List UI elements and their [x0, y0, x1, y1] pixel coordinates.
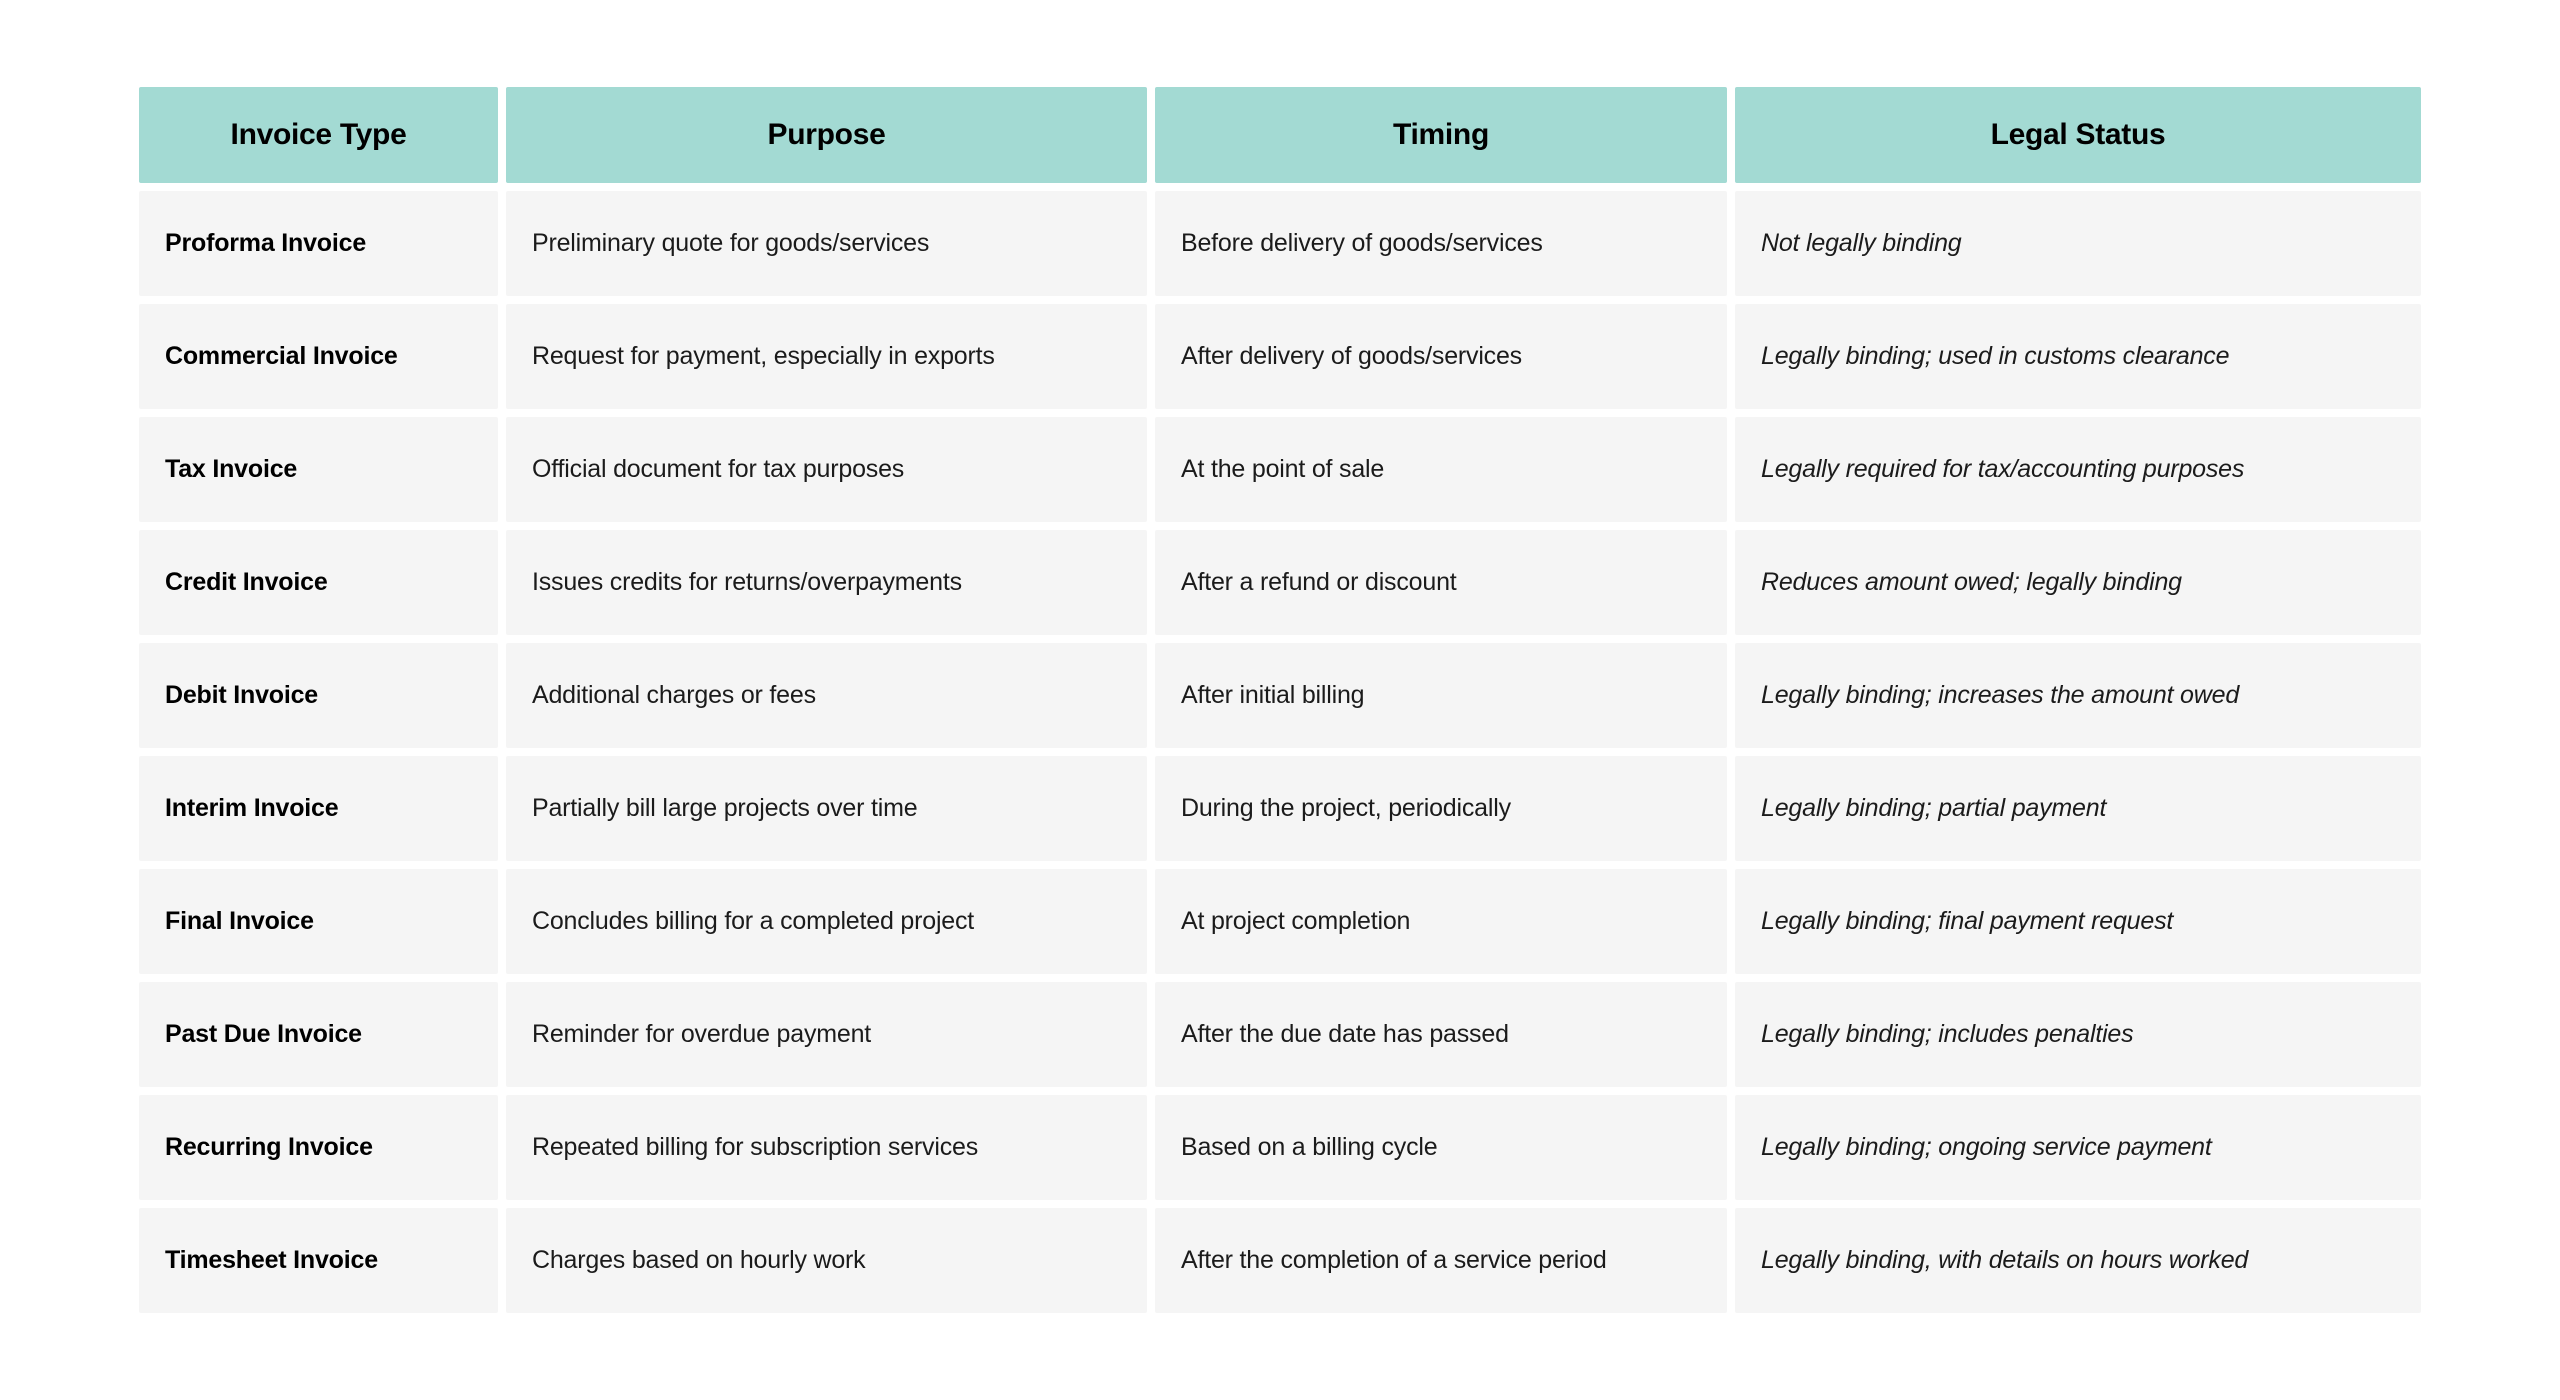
cell-timing: After the due date has passed: [1155, 982, 1727, 1087]
cell-timing: During the project, periodically: [1155, 756, 1727, 861]
cell-purpose: Request for payment, especially in expor…: [506, 304, 1147, 409]
cell-legal-status: Not legally binding: [1735, 191, 2421, 296]
cell-legal-status: Legally binding; partial payment: [1735, 756, 2421, 861]
cell-invoice-type: Tax Invoice: [139, 417, 498, 522]
cell-timing: At the point of sale: [1155, 417, 1727, 522]
cell-timing: After the completion of a service period: [1155, 1208, 1727, 1313]
cell-legal-status: Legally binding; increases the amount ow…: [1735, 643, 2421, 748]
cell-timing: Before delivery of goods/services: [1155, 191, 1727, 296]
cell-invoice-type: Proforma Invoice: [139, 191, 498, 296]
cell-legal-status: Legally binding; includes penalties: [1735, 982, 2421, 1087]
cell-purpose: Charges based on hourly work: [506, 1208, 1147, 1313]
cell-legal-status: Legally binding; ongoing service payment: [1735, 1095, 2421, 1200]
invoice-comparison-table: Invoice Type Purpose Timing Legal Status…: [139, 87, 2421, 1313]
column-header-legal-status: Legal Status: [1735, 87, 2421, 183]
cell-timing: At project completion: [1155, 869, 1727, 974]
cell-timing: After a refund or discount: [1155, 530, 1727, 635]
cell-purpose: Preliminary quote for goods/services: [506, 191, 1147, 296]
cell-legal-status: Reduces amount owed; legally binding: [1735, 530, 2421, 635]
cell-purpose: Reminder for overdue payment: [506, 982, 1147, 1087]
cell-invoice-type: Past Due Invoice: [139, 982, 498, 1087]
cell-invoice-type: Commercial Invoice: [139, 304, 498, 409]
column-header-invoice-type: Invoice Type: [139, 87, 498, 183]
cell-invoice-type: Timesheet Invoice: [139, 1208, 498, 1313]
cell-legal-status: Legally binding; final payment request: [1735, 869, 2421, 974]
column-header-purpose: Purpose: [506, 87, 1147, 183]
cell-timing: After delivery of goods/services: [1155, 304, 1727, 409]
cell-purpose: Repeated billing for subscription servic…: [506, 1095, 1147, 1200]
cell-invoice-type: Final Invoice: [139, 869, 498, 974]
cell-purpose: Additional charges or fees: [506, 643, 1147, 748]
cell-purpose: Official document for tax purposes: [506, 417, 1147, 522]
cell-timing: After initial billing: [1155, 643, 1727, 748]
cell-invoice-type: Recurring Invoice: [139, 1095, 498, 1200]
cell-legal-status: Legally required for tax/accounting purp…: [1735, 417, 2421, 522]
cell-legal-status: Legally binding; used in customs clearan…: [1735, 304, 2421, 409]
cell-purpose: Concludes billing for a completed projec…: [506, 869, 1147, 974]
cell-timing: Based on a billing cycle: [1155, 1095, 1727, 1200]
cell-invoice-type: Credit Invoice: [139, 530, 498, 635]
cell-invoice-type: Interim Invoice: [139, 756, 498, 861]
cell-invoice-type: Debit Invoice: [139, 643, 498, 748]
column-header-timing: Timing: [1155, 87, 1727, 183]
cell-purpose: Partially bill large projects over time: [506, 756, 1147, 861]
cell-purpose: Issues credits for returns/overpayments: [506, 530, 1147, 635]
cell-legal-status: Legally binding, with details on hours w…: [1735, 1208, 2421, 1313]
